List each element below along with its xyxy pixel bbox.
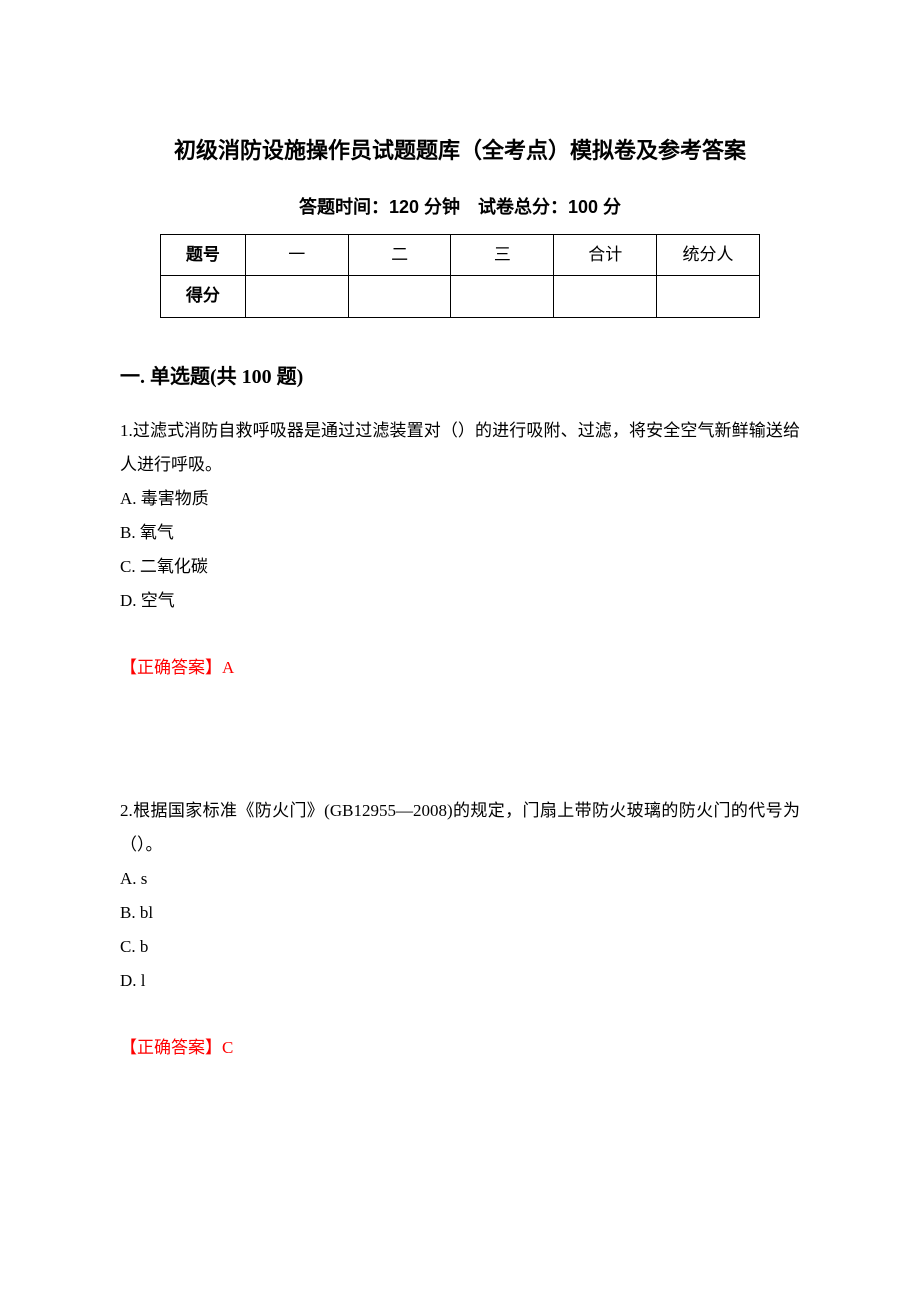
option-c: C. b [120, 930, 800, 964]
table-cell-row-label: 得分 [161, 276, 246, 317]
question-stem: 2.根据国家标准《防火门》(GB12955—2008)的规定，门扇上带防火玻璃的… [120, 794, 800, 862]
table-cell [245, 276, 348, 317]
table-cell: 二 [348, 234, 451, 275]
option-b: B. 氧气 [120, 516, 800, 550]
table-cell [348, 276, 451, 317]
question-number: 1. [120, 421, 133, 440]
section-heading: 一. 单选题(共 100 题) [120, 358, 800, 396]
answer-label: 【正确答案】A [120, 652, 800, 684]
question-block-1: 1.过滤式消防自救呼吸器是通过过滤装置对（）的进行吸附、过滤，将安全空气新鲜输送… [120, 414, 800, 684]
table-row: 得分 [161, 276, 760, 317]
question-text-content: 根据国家标准《防火门》(GB12955—2008)的规定，门扇上带防火玻璃的防火… [120, 801, 800, 854]
score-table: 题号 一 二 三 合计 统分人 得分 [160, 234, 760, 318]
answer-label: 【正确答案】C [120, 1032, 800, 1064]
option-d: D. l [120, 964, 800, 998]
option-b: B. bl [120, 896, 800, 930]
table-cell [451, 276, 554, 317]
document-title: 初级消防设施操作员试题题库（全考点）模拟卷及参考答案 [120, 130, 800, 172]
question-stem: 1.过滤式消防自救呼吸器是通过过滤装置对（）的进行吸附、过滤，将安全空气新鲜输送… [120, 414, 800, 482]
option-a: A. 毒害物质 [120, 482, 800, 516]
table-cell-row-label: 题号 [161, 234, 246, 275]
table-cell: 三 [451, 234, 554, 275]
option-c: C. 二氧化碳 [120, 550, 800, 584]
table-cell [554, 276, 657, 317]
question-text-content: 过滤式消防自救呼吸器是通过过滤装置对（）的进行吸附、过滤，将安全空气新鲜输送给人… [120, 421, 800, 474]
table-cell: 统分人 [657, 234, 760, 275]
table-cell [657, 276, 760, 317]
table-row: 题号 一 二 三 合计 统分人 [161, 234, 760, 275]
option-a: A. s [120, 862, 800, 896]
table-cell: 合计 [554, 234, 657, 275]
table-cell: 一 [245, 234, 348, 275]
question-block-2: 2.根据国家标准《防火门》(GB12955—2008)的规定，门扇上带防火玻璃的… [120, 794, 800, 1064]
option-d: D. 空气 [120, 584, 800, 618]
document-subtitle: 答题时间：120 分钟 试卷总分：100 分 [120, 190, 800, 224]
question-number: 2. [120, 801, 133, 820]
